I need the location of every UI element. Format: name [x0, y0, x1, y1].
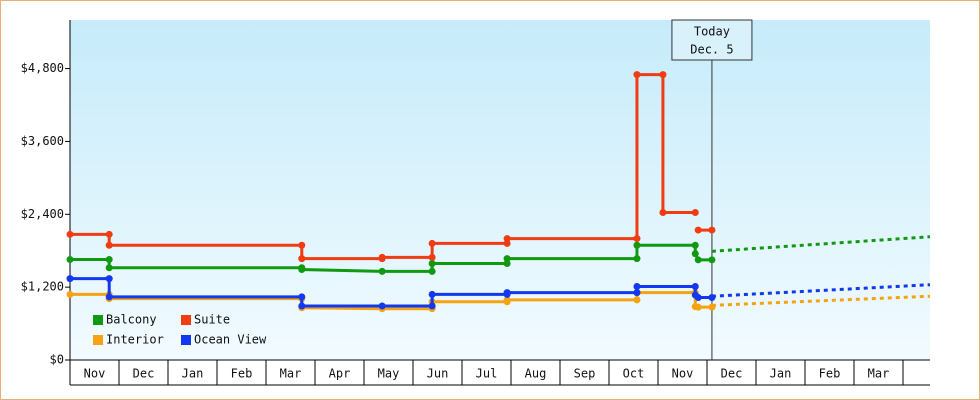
x-axis-band: [70, 360, 930, 385]
price-point: [378, 267, 386, 275]
price-point: [66, 256, 74, 264]
price-point: [633, 283, 641, 291]
price-point: [66, 230, 74, 238]
legend-swatch: [181, 335, 191, 345]
y-tick-label: $0: [50, 353, 64, 367]
legend-label: Balcony: [106, 313, 157, 327]
price-point: [503, 255, 511, 263]
today-date: Dec. 5: [690, 43, 733, 57]
x-tick-label: Feb: [231, 367, 253, 381]
price-point: [708, 256, 716, 264]
x-tick-label: Dec: [721, 367, 743, 381]
legend-swatch: [93, 335, 103, 345]
price-point: [428, 267, 436, 275]
price-point: [503, 259, 511, 267]
legend-swatch: [93, 315, 103, 325]
price-point: [105, 293, 113, 301]
price-point: [659, 208, 667, 216]
x-tick-label: Nov: [672, 367, 694, 381]
price-point: [428, 259, 436, 267]
price-point: [503, 239, 511, 247]
price-point: [66, 290, 74, 298]
x-tick-label: Sep: [574, 367, 596, 381]
price-point: [691, 250, 699, 258]
price-point: [708, 303, 716, 311]
x-tick-label: May: [378, 367, 400, 381]
x-tick-label: Mar: [280, 367, 302, 381]
price-point: [298, 255, 306, 263]
price-point: [105, 275, 113, 283]
price-point: [298, 241, 306, 249]
price-point: [105, 256, 113, 264]
price-point: [503, 235, 511, 243]
x-tick-label: Aug: [525, 367, 547, 381]
price-point: [694, 256, 702, 264]
price-point: [659, 71, 667, 79]
legend-label: Suite: [194, 313, 230, 327]
price-point: [708, 226, 716, 234]
price-point: [708, 293, 716, 301]
price-point: [633, 289, 641, 297]
price-point: [428, 302, 436, 310]
x-tick-label: Jan: [182, 367, 204, 381]
x-tick-label: Nov: [84, 367, 106, 381]
x-tick-label: Mar: [868, 367, 890, 381]
price-point: [378, 253, 386, 261]
y-tick-label: $2,400: [21, 207, 64, 221]
price-point: [298, 293, 306, 301]
price-point: [105, 230, 113, 238]
today-box: [671, 19, 753, 61]
x-tick-label: Jul: [476, 367, 498, 381]
legend-swatch: [181, 315, 191, 325]
price-point: [298, 302, 306, 310]
price-line: [70, 243, 712, 273]
price-point: [694, 303, 702, 311]
y-tick-label: $3,600: [21, 134, 64, 148]
price-line: [70, 277, 712, 308]
x-tick-label: Oct: [623, 367, 645, 381]
price-point: [691, 283, 699, 291]
today-label: Today: [694, 25, 730, 39]
legend-label: Interior: [106, 333, 164, 347]
y-tick-label: $1,200: [21, 280, 64, 294]
legend-label: Ocean View: [194, 333, 267, 347]
price-point: [633, 255, 641, 263]
price-point: [503, 296, 511, 304]
x-tick-label: Dec: [133, 367, 155, 381]
price-point: [633, 296, 641, 304]
price-point: [66, 275, 74, 283]
x-tick-label: Feb: [819, 367, 841, 381]
price-point: [105, 241, 113, 249]
price-point: [694, 226, 702, 234]
x-tick-label: Apr: [329, 367, 351, 381]
price-point: [428, 290, 436, 298]
plot-area: [70, 20, 930, 360]
price-point: [105, 264, 113, 272]
price-point: [691, 241, 699, 249]
x-tick-label: Jun: [427, 367, 449, 381]
y-tick-label: $4,800: [21, 61, 64, 75]
price-point: [428, 239, 436, 247]
price-point: [633, 235, 641, 243]
x-tick-label: Jan: [770, 367, 792, 381]
price-point: [428, 253, 436, 261]
price-point: [378, 302, 386, 310]
price-line: [70, 291, 712, 311]
price-point: [691, 208, 699, 216]
price-point: [298, 266, 306, 274]
price-point: [694, 293, 702, 301]
price-point: [503, 289, 511, 297]
price-point: [633, 71, 641, 79]
price-point: [633, 241, 641, 249]
